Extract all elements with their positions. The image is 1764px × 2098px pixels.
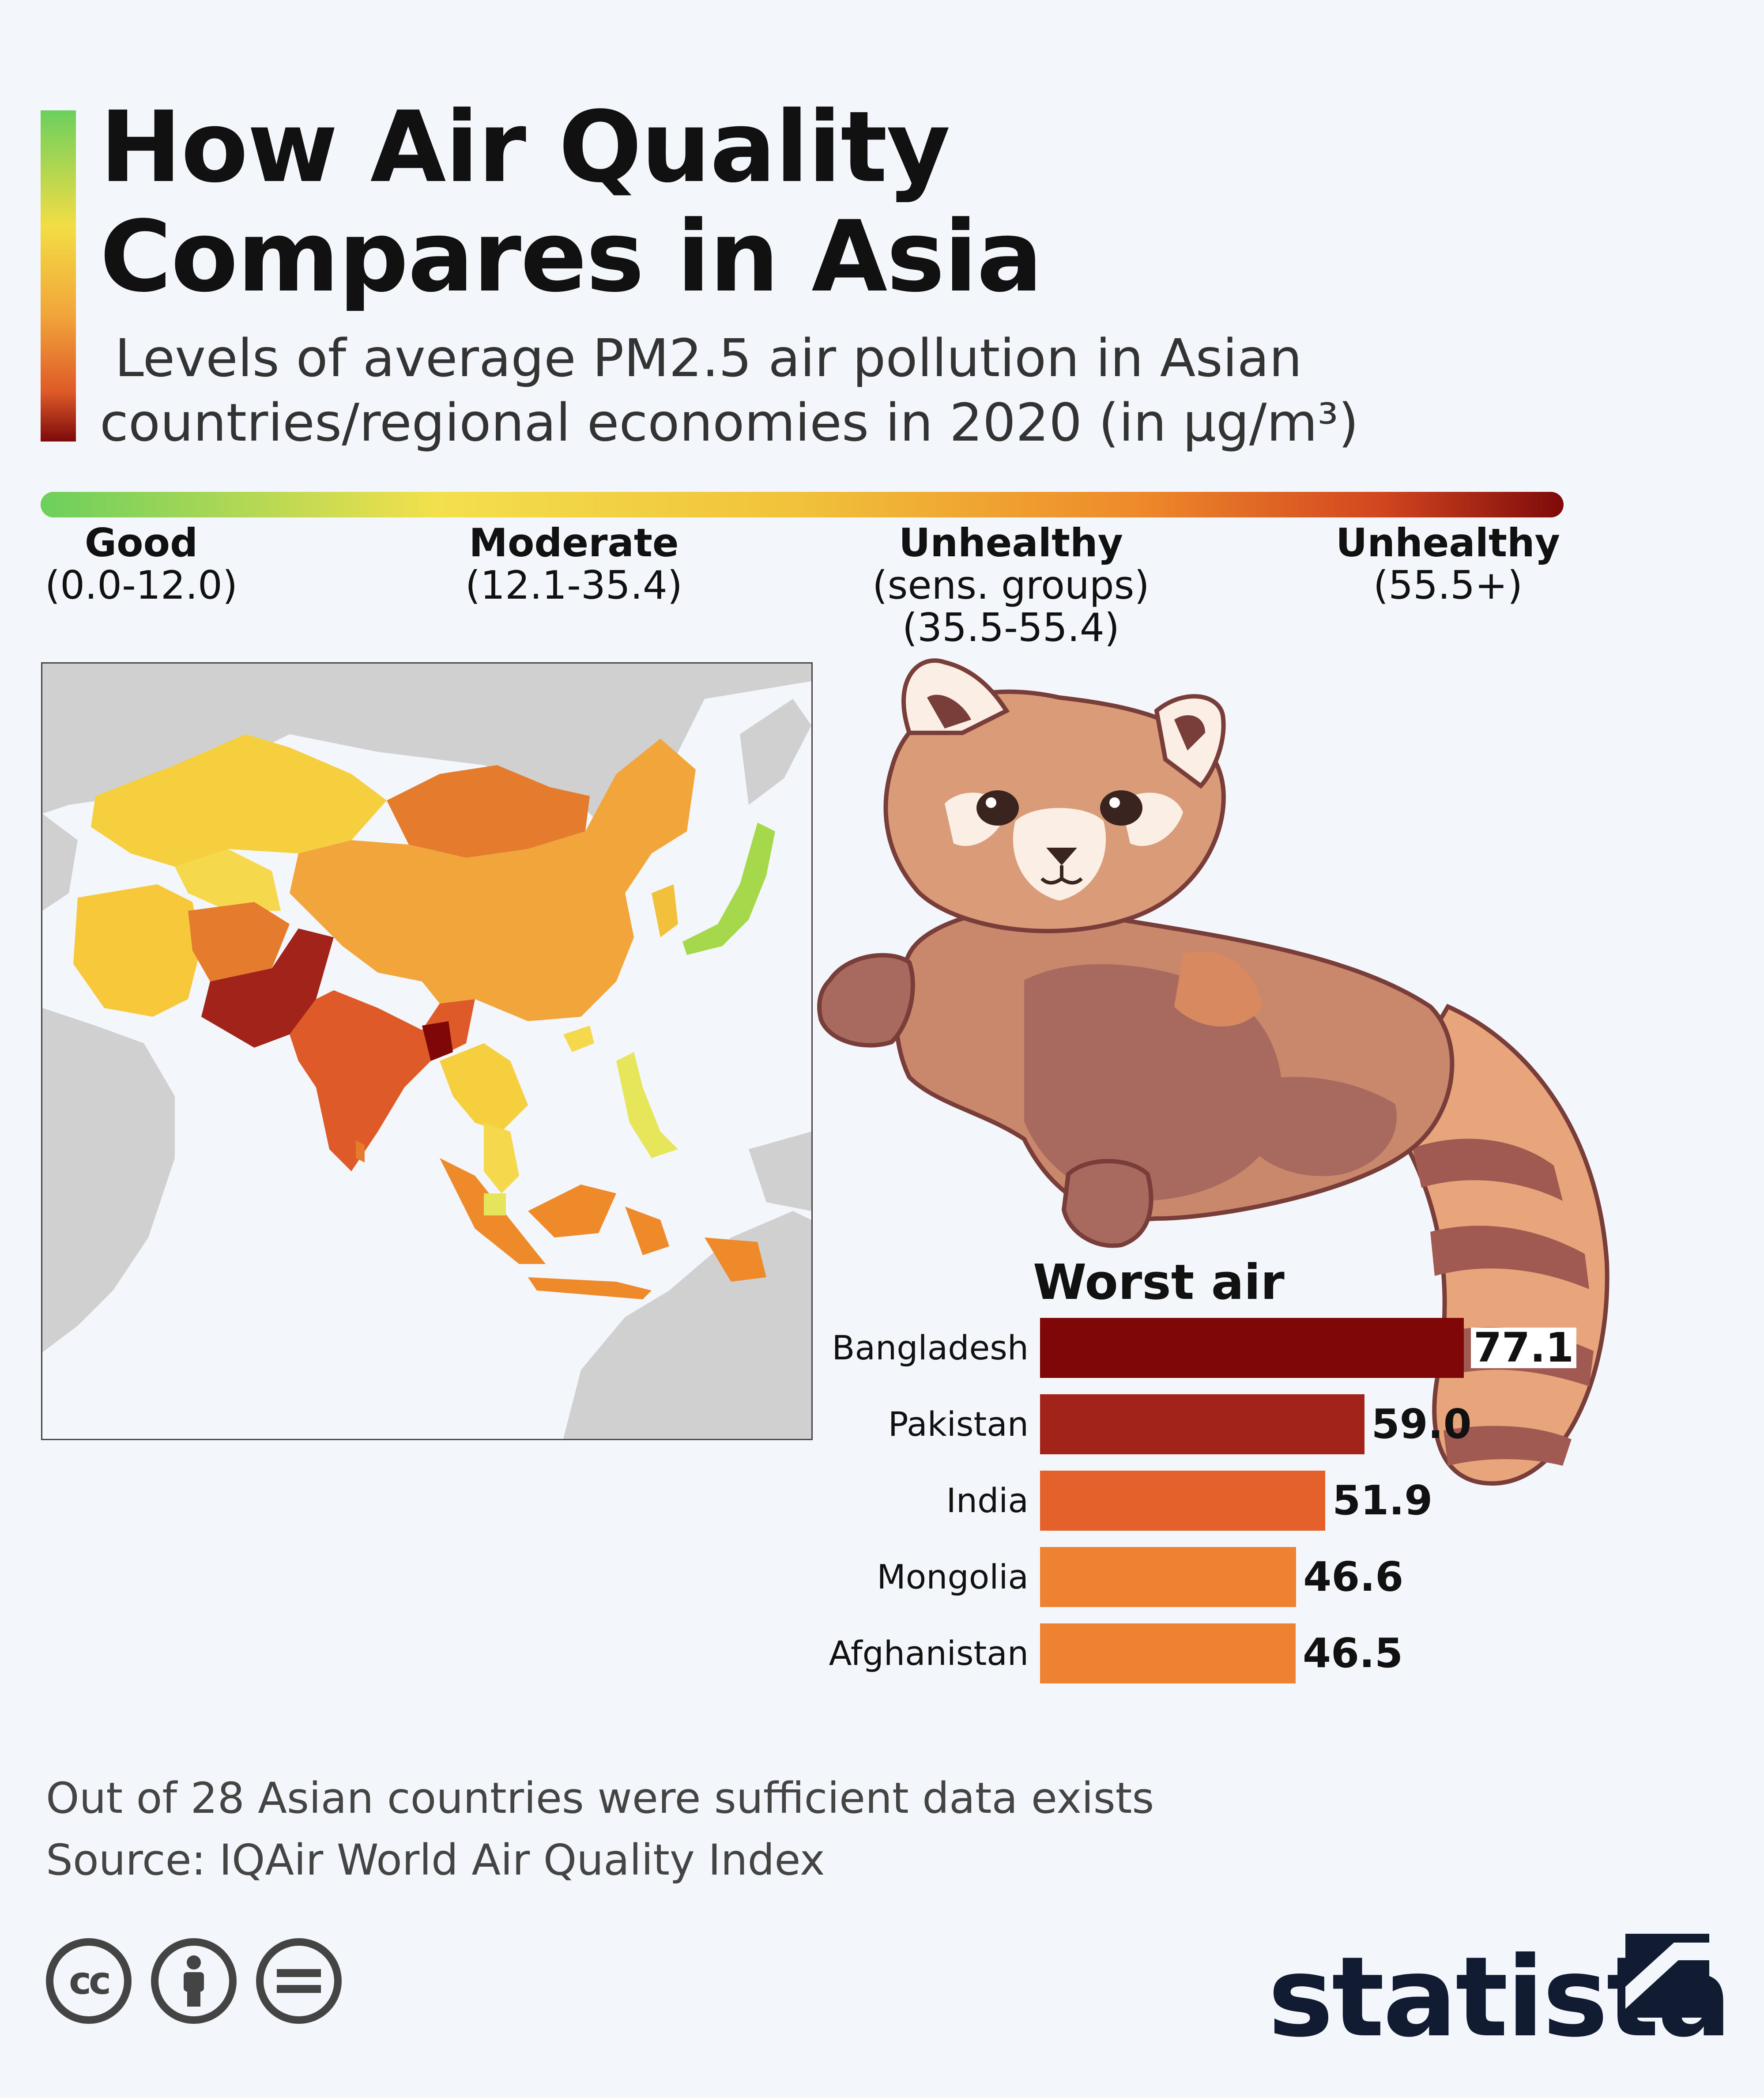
source-line: Source: IQAir World Air Quality Index: [46, 1835, 825, 1885]
scale-category-range: (55.5+): [1373, 562, 1523, 608]
bar: [1040, 1623, 1296, 1683]
scale-category-name: Unhealthy: [898, 520, 1123, 566]
red-panda-illustration: [777, 645, 1642, 1510]
no-derivatives-icon[interactable]: [256, 1938, 342, 2024]
person-icon: [184, 1955, 204, 2007]
bar-value-label: 59.0: [1371, 1400, 1472, 1448]
map-of-asia-illustration: [42, 664, 811, 1439]
scale-category-unhealthy: Unhealthy (55.5+): [1324, 522, 1572, 607]
bar-label: Mongolia: [877, 1557, 1029, 1596]
equals-icon: [277, 1969, 321, 1993]
scale-category-name: Moderate: [469, 520, 679, 566]
scale-category-range-2: (35.5-55.4): [902, 605, 1120, 650]
scale-category-range: (12.1-35.4): [465, 562, 683, 608]
bar: [1040, 1394, 1364, 1454]
bar-chart-title: Worst air: [1033, 1254, 1285, 1310]
footer-note: Out of 28 Asian countries were sufficien…: [46, 1773, 1154, 1823]
red-panda-icon: [817, 658, 1609, 1486]
scale-category-range: (sens. groups): [872, 562, 1150, 608]
bar: [1040, 1318, 1464, 1378]
bar-label: India: [946, 1481, 1029, 1520]
color-scale-bar: [41, 492, 1564, 517]
scale-category-moderate: Moderate (12.1-35.4): [450, 522, 697, 607]
cc-license-icon[interactable]: cc: [46, 1938, 132, 2024]
bar: [1040, 1547, 1297, 1607]
bar-label: Afghanistan: [829, 1634, 1029, 1673]
title-line-2: Compares in Asia: [100, 200, 1043, 314]
bar-label: Bangladesh: [832, 1328, 1029, 1367]
bar: [1040, 1471, 1326, 1531]
subtitle-line-2: countries/regional economies in 2020 (in…: [100, 392, 1359, 453]
asia-map: [41, 662, 813, 1440]
subtitle-line-1: Levels of average PM2.5 air pollution in…: [115, 328, 1302, 389]
bar-label: Pakistan: [888, 1404, 1029, 1444]
bar-value-label: 46.6: [1303, 1553, 1404, 1600]
title-accent-bar: [41, 110, 76, 441]
statista-logo-mark-icon: [1625, 1934, 1709, 2018]
bar-value-label: 77.1: [1471, 1328, 1576, 1368]
scale-category-sensitive: Unhealthy (sens. groups) (35.5-55.4): [839, 522, 1183, 649]
subtitle: Levels of average PM2.5 air pollution in…: [100, 326, 1359, 455]
title-line-1: How Air Quality: [100, 91, 950, 204]
scale-category-good: Good (0.0-12.0): [18, 522, 265, 607]
attribution-icon[interactable]: [151, 1938, 237, 2024]
footer-notes: Out of 28 Asian countries were sufficien…: [46, 1767, 1154, 1891]
page-title: How Air Quality Compares in Asia: [100, 91, 1043, 314]
bar-value-label: 46.5: [1302, 1630, 1403, 1677]
scale-category-name: Unhealthy: [1335, 520, 1560, 566]
scale-category-range: (0.0-12.0): [45, 562, 238, 608]
scale-category-name: Good: [84, 520, 198, 566]
bar-value-label: 51.9: [1332, 1477, 1433, 1524]
